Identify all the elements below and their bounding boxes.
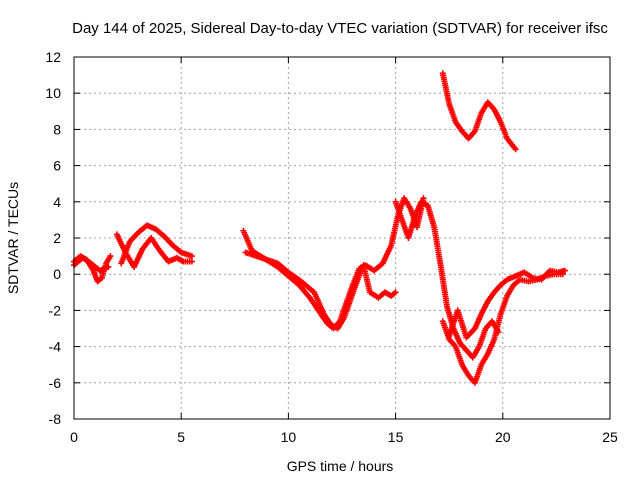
series-arc-1b: [71, 254, 112, 274]
data-point: [512, 146, 519, 153]
series-arc-9: [439, 70, 519, 153]
axis-ticks: 0 5 10 15 20 25 -8 -6 -4 -2 0 2 4 6 8 10 12: [45, 49, 618, 445]
data-point: [105, 263, 112, 270]
data-point: [107, 253, 114, 260]
y-tick-label: -8: [49, 411, 62, 427]
y-tick-label: 2: [53, 230, 61, 246]
x-tick-label: 10: [281, 429, 297, 445]
y-tick-label: 8: [53, 121, 61, 137]
y-tick-label: 12: [45, 49, 61, 65]
y-tick-label: -2: [49, 302, 62, 318]
x-tick-label: 5: [177, 429, 185, 445]
y-tick-label: -4: [49, 339, 62, 355]
x-tick-label: 15: [388, 429, 404, 445]
x-tick-label: 20: [495, 429, 511, 445]
series-arc-8: [446, 267, 568, 341]
series-arc-6: [392, 198, 502, 361]
y-tick-label: 10: [45, 85, 61, 101]
y-tick-label: -6: [49, 375, 62, 391]
data-point: [392, 289, 399, 296]
data-point: [188, 258, 195, 265]
chart-title: Day 144 of 2025, Sidereal Day-to-day VTE…: [72, 20, 608, 37]
data-point: [188, 253, 195, 260]
data-points: [71, 70, 568, 386]
data-point: [561, 267, 568, 274]
y-axis-label: SDTVAR / TECUs: [5, 182, 21, 294]
series-arc-3: [118, 222, 195, 267]
x-axis-label: GPS time / hours: [287, 458, 394, 474]
x-tick-label: 0: [70, 429, 78, 445]
y-tick-label: 0: [53, 266, 61, 282]
series-arc-5: [242, 249, 399, 332]
x-tick-label: 25: [602, 429, 618, 445]
y-tick-label: 6: [53, 158, 61, 174]
y-tick-label: 4: [53, 194, 61, 210]
